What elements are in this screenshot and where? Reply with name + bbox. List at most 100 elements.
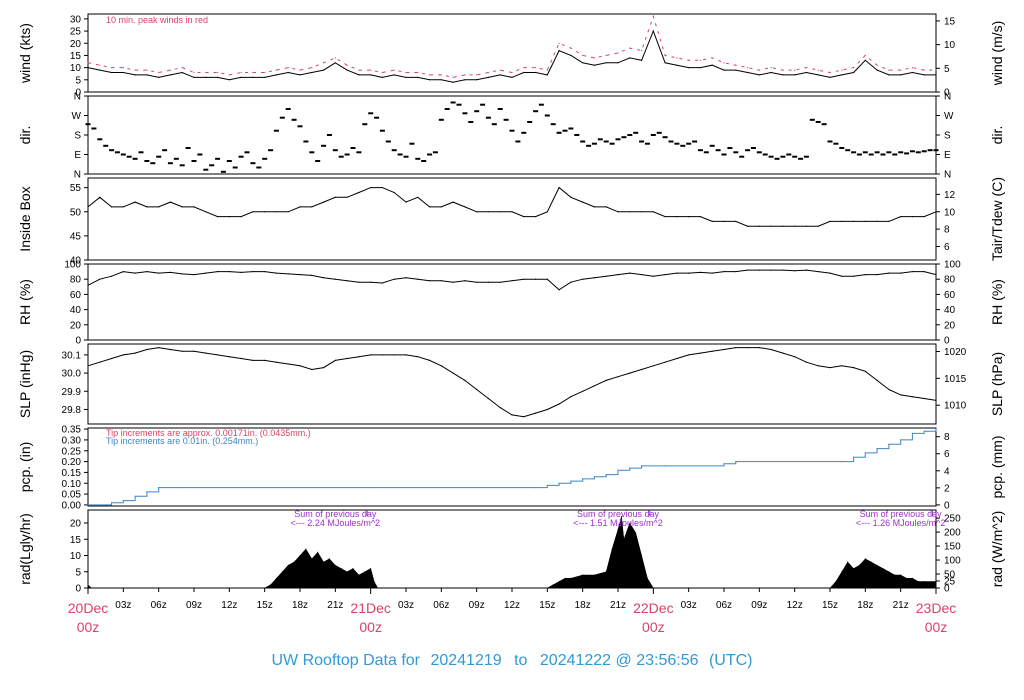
- data-point: [593, 574, 595, 576]
- footer-to: to: [514, 652, 527, 669]
- dir-mark: [468, 121, 474, 123]
- x-day-hour-label: 00z: [925, 619, 948, 635]
- y-tick-right-label: 1015: [944, 374, 967, 385]
- panel-pcp: 0.000.050.100.150.200.250.300.35 0 2 4 6 8 pcp…: [17, 425, 1005, 512]
- data-point: [711, 220, 713, 222]
- data-point: [794, 69, 796, 71]
- dir-mark: [268, 149, 274, 152]
- data-point: [217, 76, 219, 78]
- data-point: [464, 206, 466, 208]
- y-axis-label: pcp. (in): [17, 442, 33, 493]
- y-axis-label-right: Tair/Tdew (C): [989, 177, 1005, 261]
- y-tick-label: 45: [70, 231, 82, 242]
- data-point: [794, 225, 796, 227]
- dir-mark: [444, 108, 450, 110]
- data-point: [888, 74, 890, 76]
- x-tick-label: 03z: [115, 600, 131, 611]
- data-point: [582, 478, 584, 480]
- dir-mark: [591, 142, 597, 145]
- x-day-label: 21Dec: [350, 600, 390, 616]
- data-point: [617, 274, 619, 276]
- data-point: [377, 587, 379, 589]
- data-point: [747, 71, 749, 74]
- data-point: [181, 71, 183, 74]
- dir-mark: [627, 134, 633, 136]
- data-point: [275, 69, 277, 71]
- y-tick-right-label: 150: [944, 542, 961, 553]
- y-tick-label: 20: [70, 519, 82, 530]
- dir-mark: [762, 153, 768, 156]
- dir-mark: [639, 140, 645, 143]
- data-point: [346, 357, 348, 360]
- y-tick-right-label: 12: [944, 190, 956, 201]
- data-point: [440, 280, 442, 282]
- series-line: [88, 429, 937, 506]
- y-tick-right-label: 1010: [944, 401, 967, 412]
- x-day-label: 23Dec: [916, 600, 956, 616]
- data-point: [405, 277, 407, 279]
- data-point: [621, 516, 622, 517]
- data-point: [888, 272, 890, 274]
- panel-frame: [87, 263, 937, 341]
- data-point: [476, 281, 478, 283]
- series-line: [87, 14, 936, 78]
- data-point: [699, 271, 702, 273]
- y-tick-label: 0.10: [62, 479, 82, 490]
- y-tick-label: 40: [70, 305, 82, 316]
- dir-mark: [273, 129, 279, 132]
- y-tick-right-label: 5: [944, 64, 950, 75]
- x-tick-label: 09z: [469, 600, 485, 611]
- data-point: [723, 220, 725, 222]
- data-point: [464, 74, 466, 76]
- y-tick-label: 0: [75, 336, 81, 347]
- data-point: [882, 568, 884, 569]
- data-point: [570, 577, 572, 579]
- data-point: [452, 372, 454, 374]
- data-point: [805, 71, 808, 74]
- data-point: [299, 206, 301, 208]
- data-point: [381, 187, 383, 189]
- dir-mark: [103, 144, 109, 147]
- data-point: [111, 275, 113, 277]
- data-point: [476, 79, 478, 81]
- data-point: [405, 76, 407, 78]
- data-point: [664, 62, 666, 64]
- data-point: [847, 561, 849, 563]
- x-tick-label: 12z: [504, 600, 520, 611]
- y-tick-label: W: [72, 111, 82, 122]
- dir-mark: [756, 151, 762, 154]
- data-point: [499, 211, 501, 213]
- y-tick-label: 0.35: [62, 425, 82, 436]
- data-point: [429, 79, 431, 81]
- data-point: [711, 350, 713, 352]
- data-point: [122, 67, 124, 69]
- panel-frame: [87, 427, 937, 507]
- data-point: [735, 220, 737, 222]
- x-tick-label: 21z: [327, 600, 343, 611]
- data-point: [323, 561, 325, 563]
- y-tick-label: 40: [70, 256, 82, 267]
- data-point: [546, 408, 548, 411]
- dir-mark: [144, 160, 150, 162]
- data-point: [894, 574, 896, 576]
- data-point: [911, 67, 914, 69]
- dir-mark: [921, 150, 927, 153]
- data-point: [935, 428, 937, 430]
- footer-prefix: UW Rooftop Data for: [272, 652, 421, 669]
- data-point: [688, 272, 690, 274]
- data-point: [393, 278, 395, 280]
- data-point: [299, 69, 301, 71]
- series-line: [87, 29, 936, 83]
- data-point: [617, 52, 619, 54]
- dir-mark: [674, 142, 680, 145]
- y-tick-label: 30.0: [62, 369, 82, 380]
- y-tick-label: 10: [70, 551, 82, 562]
- data-point: [417, 356, 419, 358]
- dir-mark: [491, 123, 497, 126]
- data-point: [169, 348, 171, 351]
- dir-mark: [250, 162, 256, 165]
- y-tick-right-label: 0: [944, 584, 950, 595]
- y-tick-right-label: 25: [944, 577, 956, 588]
- dir-mark: [291, 118, 297, 121]
- dir-mark: [480, 103, 486, 106]
